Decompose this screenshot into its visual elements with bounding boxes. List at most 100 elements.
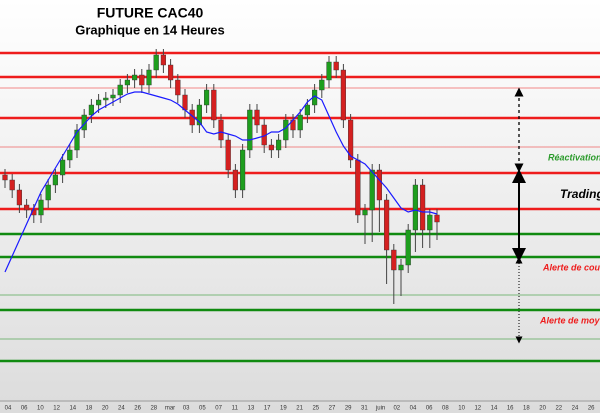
candle-body <box>218 119 224 141</box>
x-tick-label: 06 <box>426 406 433 412</box>
candle-body <box>131 74 138 81</box>
candle-body <box>283 119 289 141</box>
candle-body <box>146 69 152 86</box>
x-tick-label: 04 <box>410 406 417 412</box>
x-tick-label: mar <box>165 406 175 412</box>
candle-body <box>9 179 15 191</box>
x-tick-label: 11 <box>232 406 239 412</box>
candle-body <box>110 94 116 99</box>
candle-body <box>16 189 23 206</box>
x-tick-label: 28 <box>150 406 157 412</box>
chart-subtitle: Graphique en 14 Heures <box>75 22 225 37</box>
candle-body <box>139 74 145 86</box>
candle-body <box>384 199 390 251</box>
candle-body <box>239 149 246 191</box>
candle-body <box>268 144 275 151</box>
candle-body <box>95 99 102 106</box>
x-tick-label: 14 <box>69 406 76 412</box>
candle-body <box>333 61 339 71</box>
candle-body <box>304 104 311 116</box>
x-tick-label: 21 <box>296 406 303 412</box>
x-tick-label: 08 <box>442 406 449 412</box>
x-tick-label: 03 <box>183 406 190 412</box>
x-tick-label: 13 <box>248 406 255 412</box>
x-tick-label: 24 <box>572 406 579 412</box>
x-tick-label: 14 <box>491 406 498 412</box>
candle-body <box>24 204 30 211</box>
candle-body <box>362 209 368 216</box>
x-tick-label: 20 <box>539 406 546 412</box>
candle-body <box>103 97 109 101</box>
candle-body <box>182 94 188 111</box>
x-tick-label: 31 <box>361 406 368 412</box>
candle-body <box>412 184 419 231</box>
x-tick-label: 04 <box>5 406 12 412</box>
x-tick-label: 18 <box>523 406 530 412</box>
annotation: Trading <box>560 187 600 201</box>
candle-body <box>60 159 66 176</box>
candle-body <box>276 139 282 151</box>
x-tick-label: 05 <box>199 406 206 412</box>
x-tick-label: 10 <box>458 406 465 412</box>
x-tick-label: 26 <box>134 406 141 412</box>
candle-body <box>124 79 131 86</box>
candle-body <box>434 214 440 223</box>
candle-body <box>211 89 217 121</box>
candle-body <box>203 89 210 106</box>
candle-body <box>175 79 181 96</box>
candle-body <box>254 109 260 126</box>
candle-body <box>88 104 95 116</box>
x-tick-label: 17 <box>264 406 271 412</box>
x-tick-label: 22 <box>555 406 562 412</box>
candle-body <box>45 184 51 201</box>
candle-body <box>160 54 167 66</box>
x-tick-label: 07 <box>215 406 222 412</box>
moving-average <box>4 91 438 273</box>
x-tick-label: 02 <box>393 406 400 412</box>
candle-body <box>297 114 303 131</box>
candle-body <box>319 79 325 91</box>
annotation: Alerte de cou <box>542 262 600 272</box>
x-tick-label: 24 <box>118 406 125 412</box>
candle-body <box>427 214 433 231</box>
candle-body <box>348 119 354 161</box>
candle-body <box>376 169 383 201</box>
annotation: Alerte de moy <box>539 315 600 325</box>
candle-body <box>420 184 426 231</box>
candle-body <box>153 54 159 71</box>
x-tick-label: juin <box>375 406 385 412</box>
x-tick-label: 12 <box>474 406 481 412</box>
x-tick-label: 18 <box>86 406 93 412</box>
x-tick-label: 29 <box>345 406 352 412</box>
x-tick-label: 25 <box>312 406 319 412</box>
x-tick-label: 19 <box>280 406 287 412</box>
candle-body <box>225 139 231 171</box>
candle-body <box>369 169 375 211</box>
chart-title: FUTURE CAC40 <box>97 5 204 21</box>
candle-body <box>117 84 123 96</box>
candle-body <box>52 174 59 186</box>
candle-body <box>398 264 404 271</box>
candle-body <box>340 69 347 121</box>
x-tick-label: 06 <box>21 406 28 412</box>
candle-body <box>405 229 411 266</box>
candle-body <box>355 159 361 216</box>
candle-body <box>38 199 44 216</box>
x-tick-label: 10 <box>37 406 44 412</box>
candle-body <box>81 114 87 131</box>
candle-body <box>67 149 73 161</box>
x-tick-label: 27 <box>329 406 336 412</box>
candle-body <box>247 109 253 151</box>
candle-body <box>232 169 239 191</box>
candle-body <box>391 249 397 271</box>
x-tick-label: 16 <box>507 406 514 412</box>
annotation: Réactivation <box>548 152 600 162</box>
candle-body <box>167 64 174 81</box>
candle-body <box>2 174 8 181</box>
x-tick-label: 20 <box>102 406 109 412</box>
candle-body <box>74 129 80 151</box>
candle-body <box>196 104 203 126</box>
